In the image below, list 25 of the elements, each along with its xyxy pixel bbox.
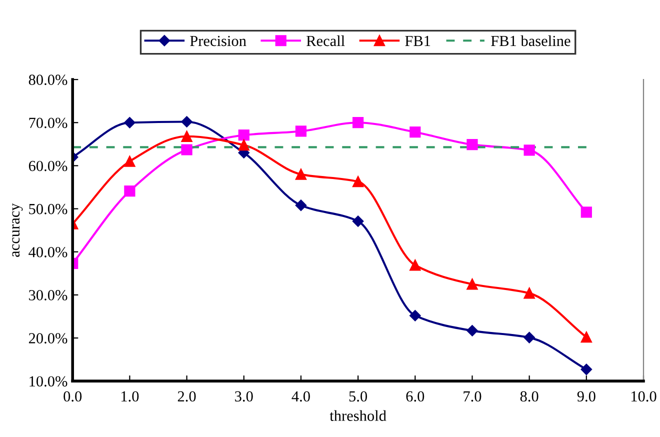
x-tick-label: 3.0 — [235, 391, 253, 402]
y-tick-label: 60.0% — [28, 160, 68, 172]
x-tick-label: 9.0 — [577, 391, 596, 402]
y-tick-label: 50.0% — [29, 204, 68, 214]
legend-label: Precision — [190, 36, 246, 46]
x-tick-label: 2.0 — [178, 391, 196, 402]
x-tick-label: 1.0 — [121, 391, 139, 402]
x-tick-label: 0.0 — [64, 391, 82, 402]
legend-label: FB1 baseline — [491, 35, 570, 46]
legend-label: Recall — [306, 35, 345, 46]
legend-label: FB1 — [405, 36, 430, 46]
y-tick-label: 80.0% — [28, 74, 68, 86]
y-tick-label: 70.0% — [29, 118, 68, 128]
y-tick-label: 10.0% — [30, 376, 68, 387]
y-tick-label: 40.0% — [28, 246, 68, 258]
y-axis-title: accuracy — [12, 203, 23, 257]
x-tick-label: 7.0 — [464, 391, 482, 402]
x-tick-label: 8.0 — [520, 391, 538, 402]
x-tick-label: 5.0 — [349, 391, 368, 402]
x-tick-label: 10.0 — [631, 391, 656, 402]
x-axis-title: threshold — [330, 410, 386, 421]
y-tick-label: 30.0% — [29, 290, 68, 300]
y-tick-label: 20.0% — [28, 333, 68, 344]
x-tick-label: 6.0 — [406, 391, 424, 402]
x-tick-label: 4.0 — [292, 391, 310, 402]
